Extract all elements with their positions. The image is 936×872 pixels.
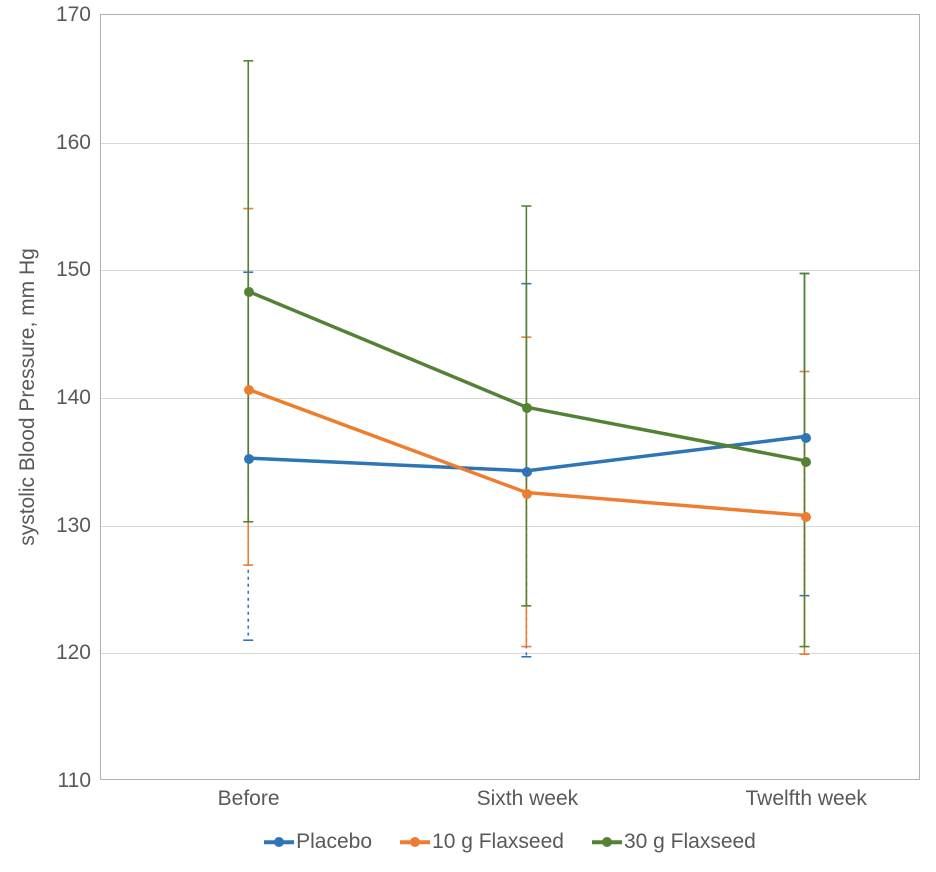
legend-item: 30 g Flaxseed [592,830,756,854]
series-marker [244,454,254,464]
series-marker [801,457,811,467]
bp-chart: 110 120 130 140 150 160 170 Before Sixth week Twe… [0,0,936,872]
legend: Placebo 10 g Flaxseed 30 g Flaxseed [100,830,920,854]
plot-area: 110120130140150160170BeforeSixth weekTwe… [100,14,920,780]
xtick-label: Twelfth week [745,779,866,811]
y-axis-label: systolic Blood Pressure, mm Hg [16,248,40,546]
series-marker [522,489,532,499]
series-marker [522,403,532,413]
series-marker [801,512,811,522]
series-marker [244,385,254,395]
ytick-label: 160 [56,131,101,155]
series-marker [522,467,532,477]
xtick-label: Before [218,779,280,811]
series-marker [801,433,811,443]
ytick-label: 150 [56,258,101,282]
legend-label: 30 g Flaxseed [624,830,756,854]
xtick-label: Sixth week [477,779,579,811]
svg-layer [101,15,919,779]
legend-label: Placebo [296,830,372,854]
ytick-label: 120 [56,641,101,665]
legend-swatch [400,835,430,849]
legend-item: Placebo [264,830,372,854]
legend-swatch [592,835,622,849]
ytick-label: 170 [56,3,101,27]
legend-label: 10 g Flaxseed [432,830,564,854]
ytick-label: 130 [56,514,101,538]
legend-item: 10 g Flaxseed [400,830,564,854]
series-marker [244,287,254,297]
ytick-label: 110 [58,769,101,793]
ytick-label: 140 [56,386,101,410]
legend-swatch [264,835,294,849]
